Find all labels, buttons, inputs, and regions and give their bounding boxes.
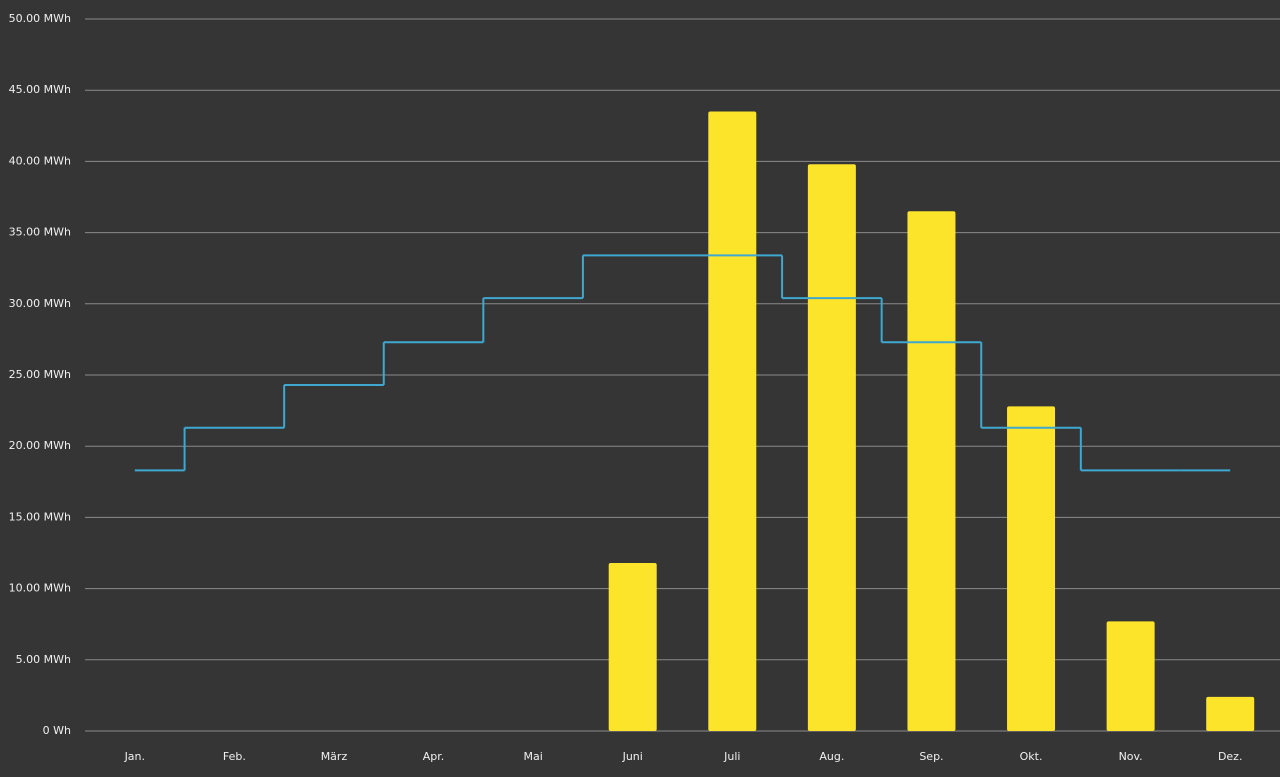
x-tick-label: Mai <box>523 750 542 763</box>
x-tick-label: Juli <box>723 750 740 763</box>
y-tick-label: 20.00 MWh <box>9 439 71 452</box>
y-tick-label: 10.00 MWh <box>9 582 71 595</box>
bar <box>1007 406 1056 731</box>
y-tick-label: 30.00 MWh <box>9 297 71 310</box>
y-tick-label: 50.00 MWh <box>9 12 71 25</box>
bar <box>1106 621 1155 731</box>
x-tick-label: Okt. <box>1020 750 1043 763</box>
y-tick-label: 35.00 MWh <box>9 226 71 239</box>
bar <box>1206 696 1255 731</box>
y-tick-label: 45.00 MWh <box>9 83 71 96</box>
bar <box>608 562 657 731</box>
x-tick-label: Feb. <box>223 750 246 763</box>
x-tick-label: Jan. <box>124 750 145 763</box>
x-tick-label: Nov. <box>1119 750 1143 763</box>
x-tick-label: Dez. <box>1218 750 1243 763</box>
y-tick-label: 40.00 MWh <box>9 154 71 167</box>
y-tick-label: 0 Wh <box>43 724 71 737</box>
y-tick-label: 5.00 MWh <box>16 653 71 666</box>
x-tick-label: Apr. <box>423 750 445 763</box>
y-tick-label: 15.00 MWh <box>9 510 71 523</box>
bar <box>807 164 856 732</box>
x-tick-label: Aug. <box>819 750 844 763</box>
y-tick-label: 25.00 MWh <box>9 368 71 381</box>
x-tick-label: Sep. <box>919 750 943 763</box>
bar <box>907 211 956 732</box>
x-tick-label: März <box>321 750 348 763</box>
bar <box>708 111 757 731</box>
x-tick-label: Juni <box>622 750 643 763</box>
